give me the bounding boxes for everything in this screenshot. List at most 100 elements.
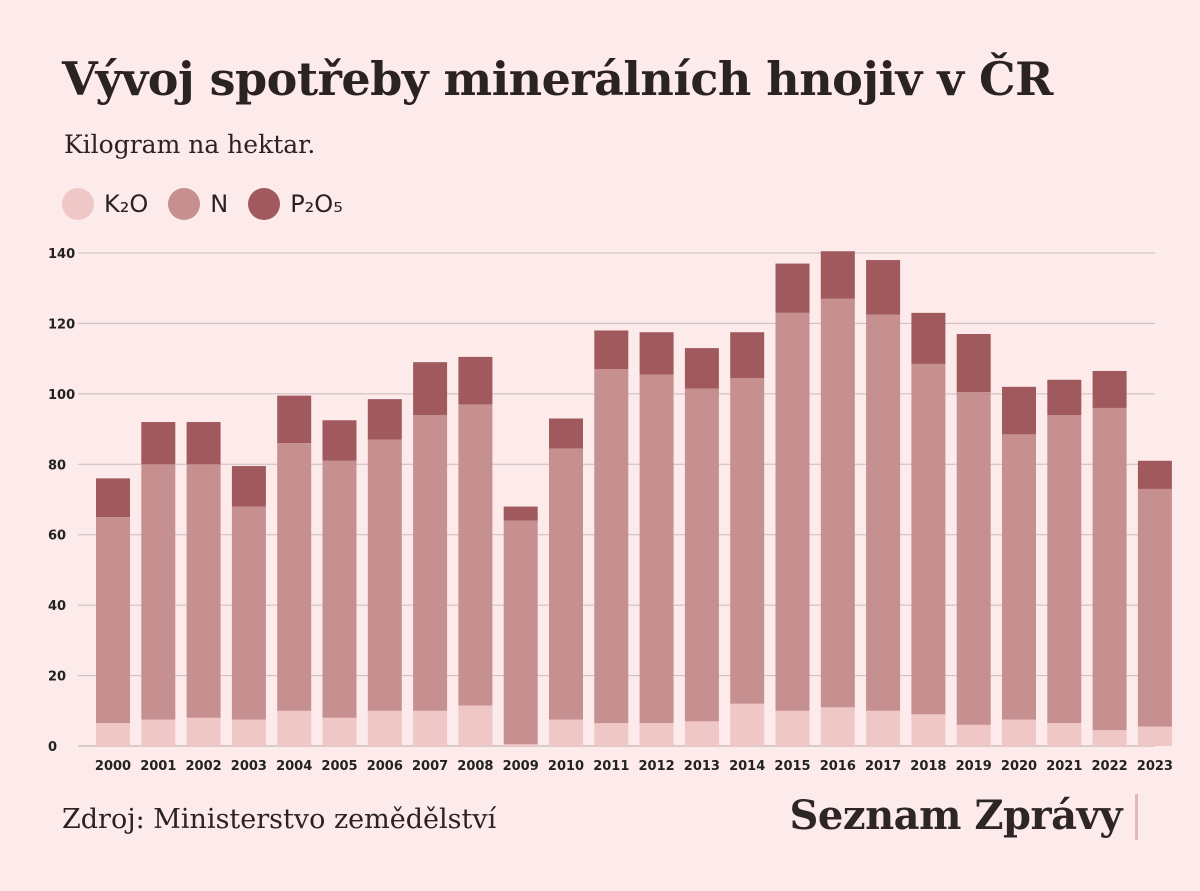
bar-2020-n bbox=[1002, 434, 1036, 720]
bar-2019-p2o5 bbox=[956, 333, 991, 393]
bar-2010-p2o5 bbox=[549, 418, 583, 449]
bar-2000-n bbox=[96, 517, 130, 724]
bar-2007-k2o bbox=[413, 710, 448, 746]
bar-2007-n bbox=[413, 414, 448, 711]
y-tick-label: 60 bbox=[48, 529, 66, 544]
x-tick-label: 2011 bbox=[593, 759, 629, 774]
bar-2013-n bbox=[684, 388, 719, 722]
bar-2014-p2o5 bbox=[730, 332, 765, 379]
bar-2008-n bbox=[458, 404, 493, 706]
bar-2016-n bbox=[820, 298, 855, 708]
brand-logo: Seznam Zprávy bbox=[789, 792, 1123, 839]
bar-2012-k2o bbox=[639, 723, 674, 746]
bar-2002-n bbox=[186, 464, 221, 718]
x-tick-label: 2012 bbox=[639, 759, 675, 774]
bar-2013-p2o5 bbox=[684, 348, 719, 389]
bar-2005-p2o5 bbox=[322, 420, 357, 461]
legend-item-p2o5: P₂O₅ bbox=[248, 188, 343, 220]
bar-2023-p2o5 bbox=[1137, 460, 1172, 489]
bar-2011-n bbox=[594, 369, 629, 724]
legend: K₂O N P₂O₅ bbox=[62, 188, 343, 220]
bar-2020-k2o bbox=[1002, 719, 1036, 746]
bar-2000-p2o5 bbox=[96, 478, 130, 518]
x-tick-label: 2008 bbox=[457, 759, 493, 774]
bar-2021-k2o bbox=[1047, 723, 1082, 746]
bar-2013-k2o bbox=[684, 721, 719, 746]
bar-2009-n bbox=[503, 520, 538, 745]
legend-label-k2o: K₂O bbox=[104, 190, 149, 218]
bar-2011-p2o5 bbox=[594, 330, 629, 370]
stacked-bar-chart: 0 20 40 60 80 100 120 140 2000 2001 2002 2003 2004 20… bbox=[48, 247, 1173, 774]
x-tick-label: 2021 bbox=[1046, 759, 1082, 774]
bar-2002-k2o bbox=[186, 717, 221, 746]
bar-2009-p2o5 bbox=[503, 506, 538, 521]
bar-2022-n bbox=[1092, 407, 1127, 731]
x-tick-label: 2000 bbox=[95, 759, 131, 774]
bar-2017-k2o bbox=[866, 710, 901, 746]
x-tick-label: 2007 bbox=[412, 759, 448, 774]
x-tick-label: 2023 bbox=[1137, 759, 1173, 774]
chart-subtitle: Kilogram na hektar. bbox=[64, 130, 316, 159]
bar-2012-p2o5 bbox=[639, 332, 674, 375]
bar-2008-p2o5 bbox=[458, 356, 493, 405]
bar-2005-k2o bbox=[322, 717, 357, 746]
x-tick-label: 2015 bbox=[774, 759, 810, 774]
bar-2008-k2o bbox=[458, 705, 493, 746]
bar-2004-p2o5 bbox=[277, 395, 312, 444]
x-tick-label: 2018 bbox=[910, 759, 946, 774]
x-tick-label: 2009 bbox=[503, 759, 539, 774]
y-tick-label: 100 bbox=[48, 388, 75, 403]
x-tick-label: 2013 bbox=[684, 759, 720, 774]
y-tick-label: 80 bbox=[48, 458, 66, 473]
legend-item-n: N bbox=[168, 188, 228, 220]
x-tick-label: 2006 bbox=[367, 759, 403, 774]
bar-2010-n bbox=[549, 448, 583, 720]
x-tick-label: 2016 bbox=[820, 759, 856, 774]
bar-2003-p2o5 bbox=[231, 466, 266, 507]
bar-2018-k2o bbox=[911, 714, 946, 746]
bar-2015-n bbox=[775, 312, 810, 711]
bar-2004-n bbox=[277, 443, 312, 711]
legend-swatch-p2o5 bbox=[248, 188, 281, 220]
bar-2023-k2o bbox=[1137, 726, 1172, 746]
bar-2022-p2o5 bbox=[1092, 370, 1127, 408]
legend-swatch-k2o bbox=[62, 188, 94, 220]
x-tick-label: 2003 bbox=[231, 759, 267, 774]
bar-2019-n bbox=[956, 392, 991, 725]
y-tick-label: 140 bbox=[48, 247, 75, 262]
bar-2015-k2o bbox=[775, 710, 810, 746]
legend-label-n: N bbox=[210, 190, 229, 218]
bar-2014-k2o bbox=[730, 703, 765, 746]
bar-2009-k2o bbox=[503, 744, 538, 746]
bar-2021-p2o5 bbox=[1047, 379, 1082, 415]
x-tick-label: 2014 bbox=[729, 759, 765, 774]
bar-2004-k2o bbox=[277, 710, 312, 746]
bar-2016-k2o bbox=[820, 707, 855, 746]
bar-2020-p2o5 bbox=[1002, 386, 1036, 435]
x-tick-label: 2019 bbox=[956, 759, 992, 774]
bar-2001-k2o bbox=[141, 719, 176, 746]
bar-2023-n bbox=[1137, 488, 1172, 727]
bar-2017-n bbox=[866, 314, 901, 711]
bar-2016-p2o5 bbox=[820, 251, 855, 299]
bar-2001-p2o5 bbox=[141, 422, 176, 465]
bar-2003-n bbox=[231, 506, 266, 720]
brand-divider bbox=[1135, 794, 1138, 840]
legend-swatch-n bbox=[168, 188, 201, 220]
bar-2010-k2o bbox=[549, 719, 583, 746]
x-tick-label: 2010 bbox=[548, 759, 584, 774]
bar-2019-k2o bbox=[956, 724, 991, 746]
bar-2018-p2o5 bbox=[911, 312, 946, 364]
bar-2005-n bbox=[322, 460, 357, 718]
source-note: Zdroj: Ministerstvo zemědělství bbox=[62, 804, 497, 835]
bar-2000-k2o bbox=[96, 723, 130, 746]
chart-title: Vývoj spotřeby minerálních hnojiv v ČR bbox=[62, 52, 1053, 106]
bar-2006-p2o5 bbox=[367, 399, 402, 440]
y-tick-label: 20 bbox=[48, 670, 66, 685]
legend-label-p2o5: P₂O₅ bbox=[290, 190, 343, 218]
y-tick-label: 120 bbox=[48, 317, 75, 332]
bar-2011-k2o bbox=[594, 723, 629, 746]
x-tick-label: 2001 bbox=[140, 759, 176, 774]
bar-2012-n bbox=[639, 374, 674, 724]
bar-2007-p2o5 bbox=[413, 362, 448, 415]
